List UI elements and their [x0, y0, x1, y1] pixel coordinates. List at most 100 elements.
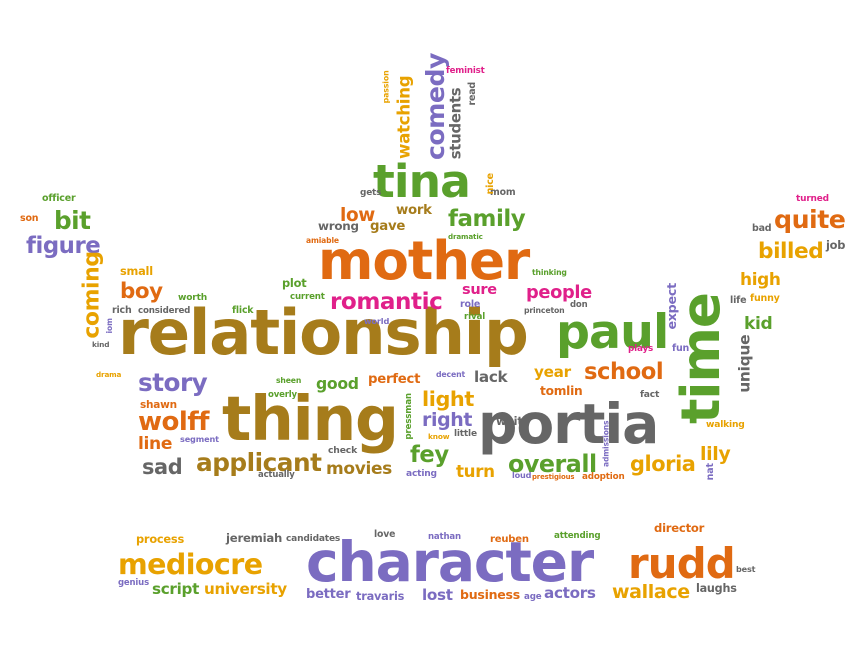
word-perfect: perfect	[368, 372, 421, 388]
word-loud: loud	[512, 469, 532, 480]
word-sheen: sheen	[276, 376, 302, 386]
word-nice: nice	[484, 173, 496, 195]
word-process: process	[136, 532, 185, 547]
word-adoption: adoption	[582, 471, 625, 482]
word-fun: fun	[672, 343, 690, 355]
word-kid: kid	[744, 314, 773, 335]
word-lack: lack	[474, 368, 508, 387]
word-rich: rich	[112, 305, 132, 317]
word-nat: nat	[704, 463, 716, 481]
word-kind: kind	[92, 340, 110, 350]
word-reuben: reuben	[490, 533, 529, 545]
word-travaris: travaris	[356, 589, 405, 604]
word-age: age	[524, 591, 542, 602]
word-wallace: wallace	[612, 580, 690, 603]
word-current: current	[290, 291, 325, 302]
word-line: line	[138, 434, 173, 455]
word-fey: fey	[410, 441, 449, 468]
word-small: small	[120, 264, 153, 279]
word-lily: lily	[700, 442, 731, 465]
word-candidates: candidates	[286, 534, 341, 545]
word-bit: bit	[54, 205, 91, 235]
word-story: story	[138, 367, 208, 397]
word-passion: passion	[381, 70, 391, 104]
word-mom: mom	[490, 187, 516, 199]
word-overall: overall	[508, 450, 597, 479]
word-dramatic: dramatic	[448, 232, 483, 242]
word-boy: boy	[120, 279, 163, 305]
word-love: love	[374, 529, 396, 541]
word-gave: gave	[370, 219, 406, 235]
word-wolff: wolff	[138, 406, 209, 437]
word-turned: turned	[796, 193, 829, 204]
word-fact: fact	[640, 389, 660, 401]
word-role: role	[460, 299, 481, 311]
word-high: high	[740, 268, 781, 289]
word-sure: sure	[462, 281, 497, 298]
word-drama: drama	[96, 370, 122, 380]
word-princeton: princeton	[524, 306, 565, 316]
word-bad: bad	[752, 223, 772, 235]
word-business: business	[460, 586, 520, 602]
word-worth: worth	[178, 293, 208, 304]
word-students: students	[446, 87, 465, 159]
word-school: school	[584, 358, 664, 385]
word-tomlin: tomlin	[540, 383, 583, 398]
word-laughs: laughs	[696, 582, 737, 596]
word-wrong: wrong	[318, 219, 359, 234]
word-comedy: comedy	[420, 53, 450, 161]
word-decent: decent	[436, 370, 466, 380]
word-lost: lost	[422, 586, 453, 605]
word-admissions: admissions	[601, 420, 611, 468]
word-turn: turn	[456, 460, 495, 481]
word-university: university	[204, 580, 287, 599]
word-check: check	[328, 445, 358, 457]
word-figure: figure	[26, 232, 101, 259]
word-know: know	[428, 432, 450, 442]
word-mediocre: mediocre	[118, 547, 263, 581]
word-funny: funny	[750, 293, 780, 305]
word-paul: paul	[556, 305, 669, 361]
word-rival: rival	[464, 311, 486, 322]
word-better: better	[306, 587, 351, 603]
word-attending: attending	[554, 530, 601, 541]
word-billed: billed	[758, 239, 824, 265]
word-watching: watching	[394, 75, 414, 159]
word-feminist: feminist	[446, 65, 485, 76]
word-rudd: rudd	[628, 539, 736, 589]
word-jeremiah: jeremiah	[226, 531, 283, 546]
word-read: read	[466, 82, 478, 106]
word-low: low	[340, 204, 375, 226]
word-actors: actors	[544, 584, 596, 603]
word-life: life	[730, 295, 747, 307]
word-romantic: romantic	[330, 289, 443, 316]
word-right: right	[422, 408, 473, 431]
word-acting: acting	[406, 469, 437, 480]
word-plays: plays	[628, 343, 654, 354]
word-director: director	[654, 521, 705, 536]
word-mother: mother	[318, 230, 530, 293]
word-walking: walking	[706, 420, 745, 431]
word-world: world	[364, 315, 390, 326]
word-gloria: gloria	[630, 451, 696, 476]
word-family: family	[448, 205, 526, 232]
word-shawn: shawn	[140, 398, 177, 411]
word-job: job	[826, 238, 846, 253]
word-sad: sad	[142, 454, 183, 479]
word-prestigious: prestigious	[532, 472, 575, 481]
word-people: people	[526, 282, 592, 304]
word-considered: considered	[138, 305, 191, 316]
word-pressman: pressman	[403, 392, 414, 440]
word-light: light	[422, 386, 474, 411]
word-applicant: applicant	[196, 447, 322, 477]
word-relationship: relationship	[118, 295, 529, 369]
word-year: year	[534, 363, 571, 382]
word-genius: genius	[118, 577, 149, 588]
word-segment: segment	[180, 433, 219, 444]
word-portia: portia	[478, 392, 659, 457]
word-gets: gets	[360, 187, 382, 198]
word-don: don	[570, 299, 588, 310]
word-overly: overly	[268, 389, 297, 400]
word-quite: quite	[774, 205, 846, 235]
